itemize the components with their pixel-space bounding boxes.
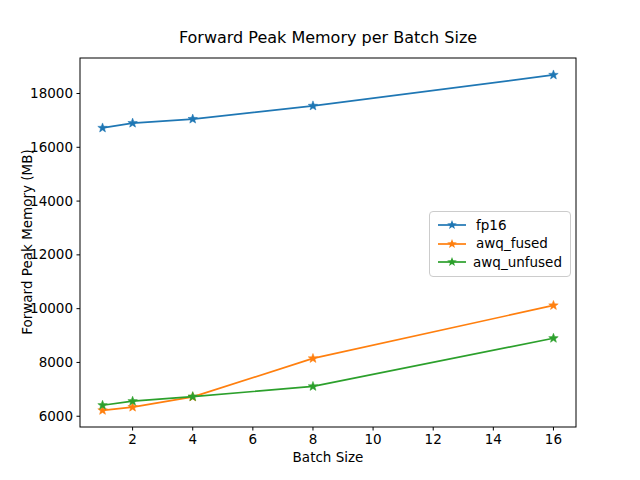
x-tick-label: 4 bbox=[188, 431, 197, 447]
y-axis-label: Forward Peak Memory (MB) bbox=[19, 149, 35, 335]
y-tick-label: 10000 bbox=[30, 300, 73, 316]
legend-line-star-icon bbox=[437, 255, 466, 269]
chart-title: Forward Peak Memory per Batch Size bbox=[80, 28, 576, 47]
x-tick-label: 14 bbox=[485, 431, 502, 447]
legend-item-fp16: fp16 bbox=[437, 216, 562, 235]
series-line-awq_unfused bbox=[103, 338, 554, 405]
x-tick-label: 16 bbox=[545, 431, 562, 447]
x-tick-label: 10 bbox=[364, 431, 381, 447]
legend-item-awq-fused: awq_fused bbox=[437, 235, 562, 254]
legend-line-star-icon bbox=[437, 218, 469, 232]
series-line-awq_fused bbox=[103, 305, 554, 410]
y-tick-label: 8000 bbox=[39, 354, 73, 370]
data-point-star-icon bbox=[188, 392, 198, 401]
y-tick-label: 14000 bbox=[30, 193, 73, 209]
figure: 2 4 6 8 10 12 14 16 6000 8000 10000 12000 14000 16000… bbox=[0, 0, 640, 480]
y-tick-label: 18000 bbox=[30, 85, 73, 101]
legend-label: awq_unfused bbox=[473, 256, 562, 270]
data-point-star-icon bbox=[98, 123, 108, 132]
y-tick-label: 16000 bbox=[30, 139, 73, 155]
x-tick-label: 2 bbox=[128, 431, 137, 447]
data-point-star-icon bbox=[549, 300, 559, 309]
data-point-star-icon bbox=[308, 381, 318, 390]
data-point-star-icon bbox=[549, 333, 559, 342]
x-tick-label: 8 bbox=[309, 431, 318, 447]
data-point-star-icon bbox=[308, 353, 318, 362]
x-tick-label: 6 bbox=[249, 431, 258, 447]
data-point-star-icon bbox=[549, 70, 559, 79]
y-tick-label: 12000 bbox=[30, 246, 73, 262]
data-point-star-icon bbox=[128, 118, 138, 127]
x-tick-label: 12 bbox=[425, 431, 442, 447]
x-axis-label: Batch Size bbox=[80, 449, 576, 465]
y-tick-label: 6000 bbox=[39, 408, 73, 424]
legend: fp16 awq_fused awq_unfused bbox=[429, 211, 571, 277]
data-point-star-icon bbox=[308, 101, 318, 110]
legend-label: awq_fused bbox=[476, 237, 548, 251]
legend-line-star-icon bbox=[437, 237, 469, 251]
legend-item-awq-unfused: awq_unfused bbox=[437, 253, 562, 272]
data-point-star-icon bbox=[188, 114, 198, 123]
legend-label: fp16 bbox=[476, 219, 507, 233]
series-line-fp16 bbox=[103, 75, 554, 128]
